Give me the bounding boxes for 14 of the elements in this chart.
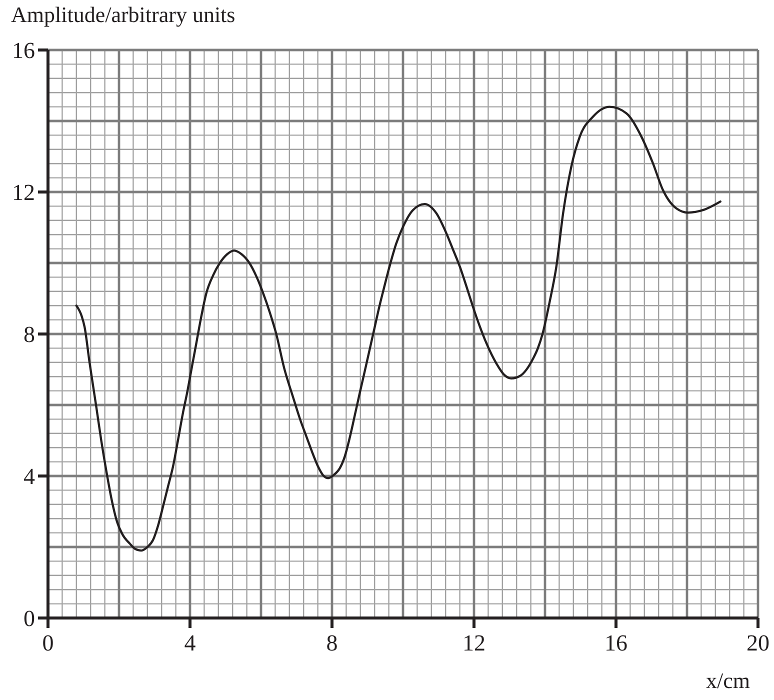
x-tick-label: 4 — [184, 630, 196, 656]
y-tick-label: 4 — [24, 464, 36, 490]
y-axis-title: Amplitude/arbitrary units — [11, 1, 236, 29]
x-tick-label: 0 — [42, 630, 54, 656]
y-tick-label: 12 — [12, 180, 35, 206]
y-tick-label: 8 — [24, 322, 35, 348]
y-tick-label: 0 — [24, 606, 35, 632]
line-series — [75, 106, 722, 552]
x-tick-label: 12 — [462, 630, 486, 656]
x-tick-label: 20 — [746, 630, 770, 656]
y-tick-label: 16 — [12, 38, 35, 64]
x-tick-label: 8 — [326, 630, 338, 656]
x-tick-label: 16 — [604, 630, 628, 656]
x-axis-title: x/cm — [706, 667, 750, 695]
